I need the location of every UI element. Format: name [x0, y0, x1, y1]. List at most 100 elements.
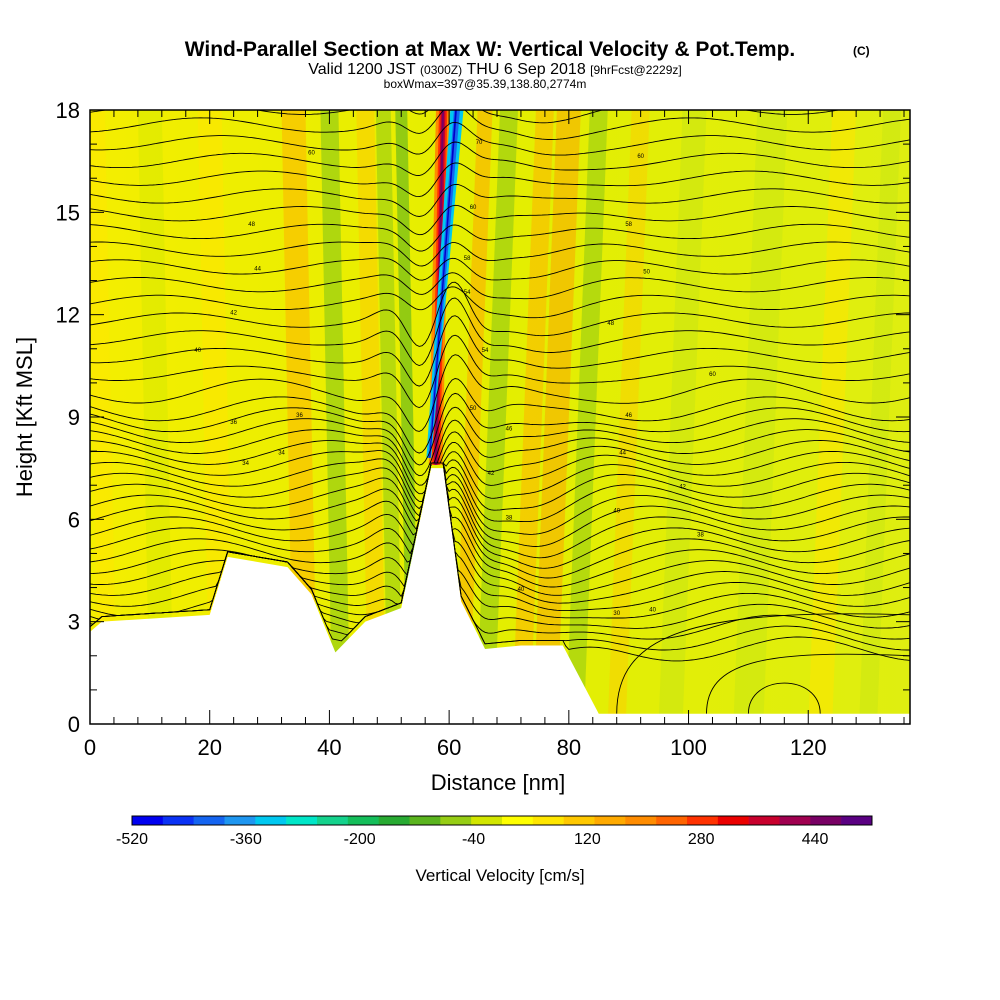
- isentrope-line: [747, 682, 821, 714]
- isentrope-line: [90, 110, 841, 124]
- contour-label: 46: [625, 413, 632, 419]
- plot-area: 60 48 44 42 40 36 34 36 34 70 60 58 50 48 60 46 44 42 40 38…: [90, 110, 910, 724]
- velocity-band: [356, 110, 387, 724]
- y-axis-title: Height [Kft MSL]: [12, 337, 37, 497]
- contour-label: 46: [506, 427, 513, 433]
- contour-label: 40: [613, 509, 620, 515]
- colorbar-swatch: [255, 816, 287, 825]
- contour-label: 40: [649, 607, 656, 613]
- y-tick-label: 12: [56, 303, 80, 328]
- isentrope-line: [90, 378, 910, 454]
- colorbar-title: Vertical Velocity [cm/s]: [415, 866, 584, 885]
- contour-label: 50: [470, 406, 477, 412]
- contour-label: 36: [296, 413, 303, 419]
- isentrope-line: [90, 462, 910, 559]
- velocity-band: [375, 110, 403, 724]
- isentrope-line: [90, 204, 910, 236]
- colorbar-swatch: [502, 816, 534, 825]
- chart-title: Wind-Parallel Section at Max W: Vertical…: [185, 38, 796, 61]
- colorbar-swatch: [162, 816, 194, 825]
- valid-utc: (0300Z): [420, 63, 462, 77]
- contour-label: 48: [248, 222, 255, 228]
- isentrope-line: [90, 431, 910, 495]
- contour-label: 54: [464, 290, 471, 296]
- isentrope-line: [90, 462, 910, 579]
- isentrope-line: [90, 183, 910, 217]
- contour-label: 42: [679, 485, 686, 491]
- colorbar-swatch: [748, 816, 780, 825]
- contour-label: 38: [697, 532, 704, 538]
- colorbar-swatch: [347, 816, 379, 825]
- colorbar-tick-label: 440: [802, 831, 829, 848]
- velocity-band: [607, 110, 650, 724]
- contour-label: 34: [278, 451, 285, 457]
- contour-label: 44: [254, 266, 261, 272]
- contour-label: 60: [470, 205, 477, 211]
- isentrope-line: [90, 419, 910, 486]
- velocity-band: [733, 110, 788, 724]
- isentrope-line: [90, 334, 910, 408]
- colorbar-tick-label: 120: [574, 831, 601, 848]
- colorbar-swatch: [625, 816, 657, 825]
- contour-label: 70: [476, 140, 483, 146]
- isentrope-line: [90, 462, 910, 569]
- contour-label: 30: [613, 611, 620, 617]
- isentrope-line: [90, 462, 910, 547]
- colorbar-swatch: [193, 816, 225, 825]
- velocity-band: [859, 110, 902, 724]
- isentrope-line: [90, 462, 910, 588]
- colorbar-swatch: [594, 816, 626, 825]
- contour-label: 44: [619, 451, 626, 457]
- x-tick-label: 80: [557, 735, 581, 760]
- y-tick-label: 0: [68, 712, 80, 737]
- isentrope-line: [90, 392, 910, 466]
- isentrope-line: [90, 462, 910, 535]
- colorbar-swatch: [378, 816, 410, 825]
- colorbar-swatch: [656, 816, 688, 825]
- isentrope-line: [90, 315, 910, 387]
- x-axis-title: Distance [nm]: [431, 770, 566, 795]
- y-tick-label: 6: [68, 507, 80, 532]
- x-tick-label: 120: [790, 735, 827, 760]
- velocity-band: [476, 110, 518, 724]
- x-tick-label: 60: [437, 735, 461, 760]
- colorbar-tick-label: -40: [462, 831, 485, 848]
- velocity-band: [565, 110, 608, 724]
- colorbar: [131, 815, 873, 826]
- velocity-band: [808, 110, 857, 724]
- potential-temperature-contours: [90, 110, 910, 714]
- isentrope-line: [90, 286, 910, 319]
- velocity-band: [320, 110, 351, 724]
- colorbar-swatch: [224, 816, 256, 825]
- isentrope-line: [90, 241, 910, 267]
- colorbar-tick-label: 280: [688, 831, 715, 848]
- chart-title-tag: (C): [853, 44, 870, 58]
- colorbar-tick-label: -200: [344, 831, 376, 848]
- colorbar-swatch: [440, 816, 472, 825]
- isentrope-line: [90, 257, 910, 281]
- y-tick-label: 3: [68, 610, 80, 635]
- contour-label: 58: [464, 256, 471, 262]
- contour-label: 36: [230, 420, 237, 426]
- x-tick-label: 40: [317, 735, 341, 760]
- colorbar-swatch: [132, 816, 164, 825]
- valid-date: THU 6 Sep 2018: [467, 61, 586, 78]
- x-tick-label: 20: [197, 735, 221, 760]
- isentrope-line: [90, 281, 910, 347]
- isentrope-line: [90, 141, 910, 176]
- isentrope-line: [90, 223, 910, 252]
- isentrope-line: [90, 297, 910, 366]
- colorbar-swatch: [409, 816, 441, 825]
- colorbar-swatch: [779, 816, 811, 825]
- contour-label: 60: [709, 372, 716, 378]
- y-tick-label: 18: [56, 98, 80, 123]
- colorbar-swatch: [317, 816, 349, 825]
- isentrope-line: [90, 459, 910, 517]
- velocity-band: [532, 110, 581, 724]
- isentrope-line: [90, 272, 910, 300]
- chart-header: Wind-Parallel Section at Max W: Vertical…: [185, 38, 870, 91]
- contour-label: 48: [607, 321, 614, 327]
- isentrope-line: [90, 121, 910, 156]
- contour-label: 60: [637, 154, 644, 160]
